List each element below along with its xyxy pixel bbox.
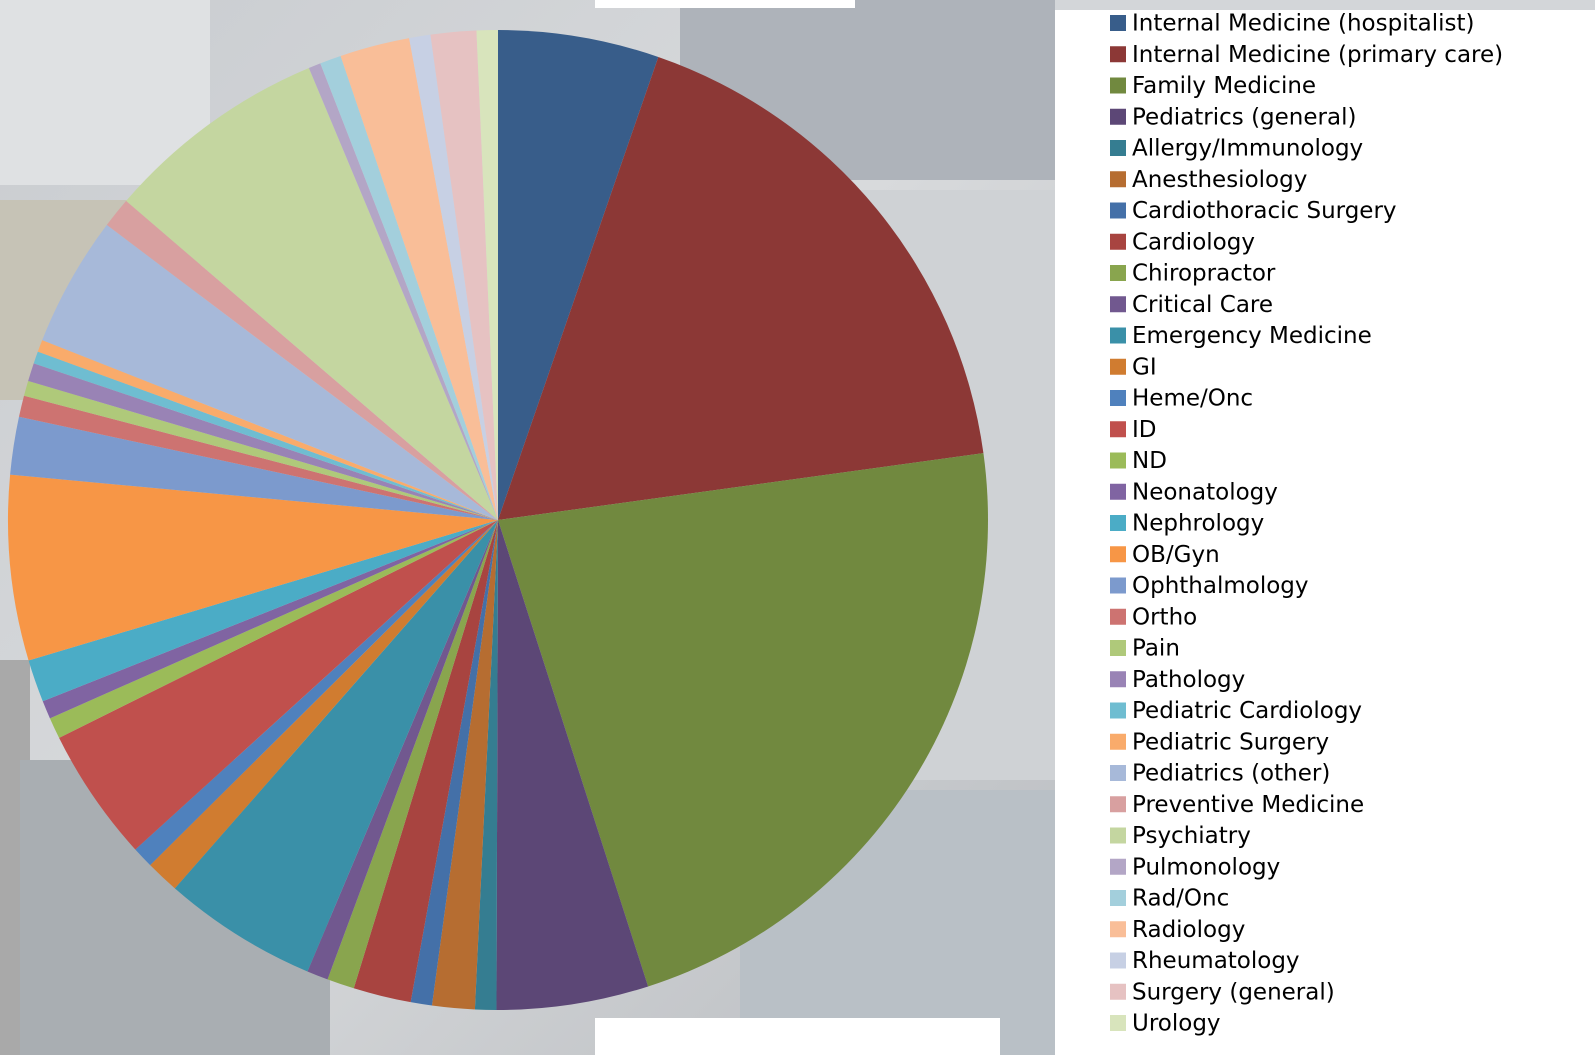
legend-swatch <box>1110 578 1126 594</box>
legend-swatch <box>1110 328 1126 344</box>
legend-label: Cardiothoracic Surgery <box>1132 198 1397 224</box>
legend-label: Ortho <box>1132 604 1197 630</box>
legend-swatch <box>1110 171 1126 187</box>
legend-label: Psychiatry <box>1132 823 1251 849</box>
legend-label: GI <box>1132 354 1157 380</box>
legend-label: Neonatology <box>1132 479 1278 505</box>
legend-label: Radiology <box>1132 917 1245 943</box>
legend-label: Pathology <box>1132 667 1245 693</box>
legend-swatch <box>1110 140 1126 156</box>
page: Internal Medicine (hospitalist) Internal … <box>0 0 1595 1055</box>
legend-swatch <box>1110 921 1126 937</box>
legend-label: Rad/Onc <box>1132 886 1229 912</box>
legend-swatch <box>1110 765 1126 781</box>
legend-label: Critical Care <box>1132 292 1273 318</box>
legend-label: Pain <box>1132 636 1180 662</box>
legend-label: Allergy/Immunology <box>1132 136 1363 162</box>
legend-label: OB/Gyn <box>1132 542 1220 568</box>
legend-swatch <box>1110 15 1126 31</box>
legend-swatch <box>1110 1015 1126 1031</box>
legend-swatch <box>1110 203 1126 219</box>
legend-label: ID <box>1132 417 1157 443</box>
legend-swatch <box>1110 234 1126 250</box>
legend-label: Urology <box>1132 1011 1221 1037</box>
legend-swatch <box>1110 984 1126 1000</box>
legend-swatch <box>1110 421 1126 437</box>
chart: Internal Medicine (hospitalist) Internal … <box>0 0 1595 1055</box>
legend-swatch <box>1110 78 1126 94</box>
legend-label: Pediatrics (general) <box>1132 104 1356 130</box>
legend-label: Internal Medicine (hospitalist) <box>1132 11 1474 37</box>
legend-label: Pulmonology <box>1132 854 1280 880</box>
legend-swatch <box>1110 265 1126 281</box>
pie <box>8 30 988 1010</box>
legend-swatch <box>1110 640 1126 656</box>
legend-label: Ophthalmology <box>1132 573 1309 599</box>
legend-swatch <box>1110 546 1126 562</box>
legend-swatch <box>1110 453 1126 469</box>
legend-swatch <box>1110 609 1126 625</box>
legend-swatch <box>1110 359 1126 375</box>
legend-swatch <box>1110 890 1126 906</box>
legend-label: Cardiology <box>1132 229 1255 255</box>
legend-swatch <box>1110 953 1126 969</box>
legend-label: Anesthesiology <box>1132 167 1307 193</box>
legend-label: Pediatric Cardiology <box>1132 698 1362 724</box>
legend-swatch <box>1110 296 1126 312</box>
legend-swatch <box>1110 859 1126 875</box>
legend-label: Family Medicine <box>1132 73 1316 99</box>
legend-swatch <box>1110 703 1126 719</box>
legend-label: Preventive Medicine <box>1132 792 1364 818</box>
legend-swatch <box>1110 796 1126 812</box>
legend-swatch <box>1110 46 1126 62</box>
legend-label: Rheumatology <box>1132 948 1300 974</box>
legend-label: Surgery (general) <box>1132 979 1335 1005</box>
legend-label: Chiropractor <box>1132 261 1276 287</box>
legend-label: Pediatrics (other) <box>1132 761 1330 787</box>
legend-label: Internal Medicine (primary care) <box>1132 42 1503 68</box>
legend-swatch <box>1110 828 1126 844</box>
legend-swatch <box>1110 671 1126 687</box>
legend-label: Emergency Medicine <box>1132 323 1372 349</box>
legend-swatch <box>1110 109 1126 125</box>
legend-swatch <box>1110 515 1126 531</box>
legend-swatch <box>1110 734 1126 750</box>
legend-swatch <box>1110 390 1126 406</box>
legend-label: ND <box>1132 448 1167 474</box>
legend-swatch <box>1110 484 1126 500</box>
legend-label: Pediatric Surgery <box>1132 729 1329 755</box>
legend-label: Heme/Onc <box>1132 386 1253 412</box>
legend-label: Nephrology <box>1132 511 1264 537</box>
